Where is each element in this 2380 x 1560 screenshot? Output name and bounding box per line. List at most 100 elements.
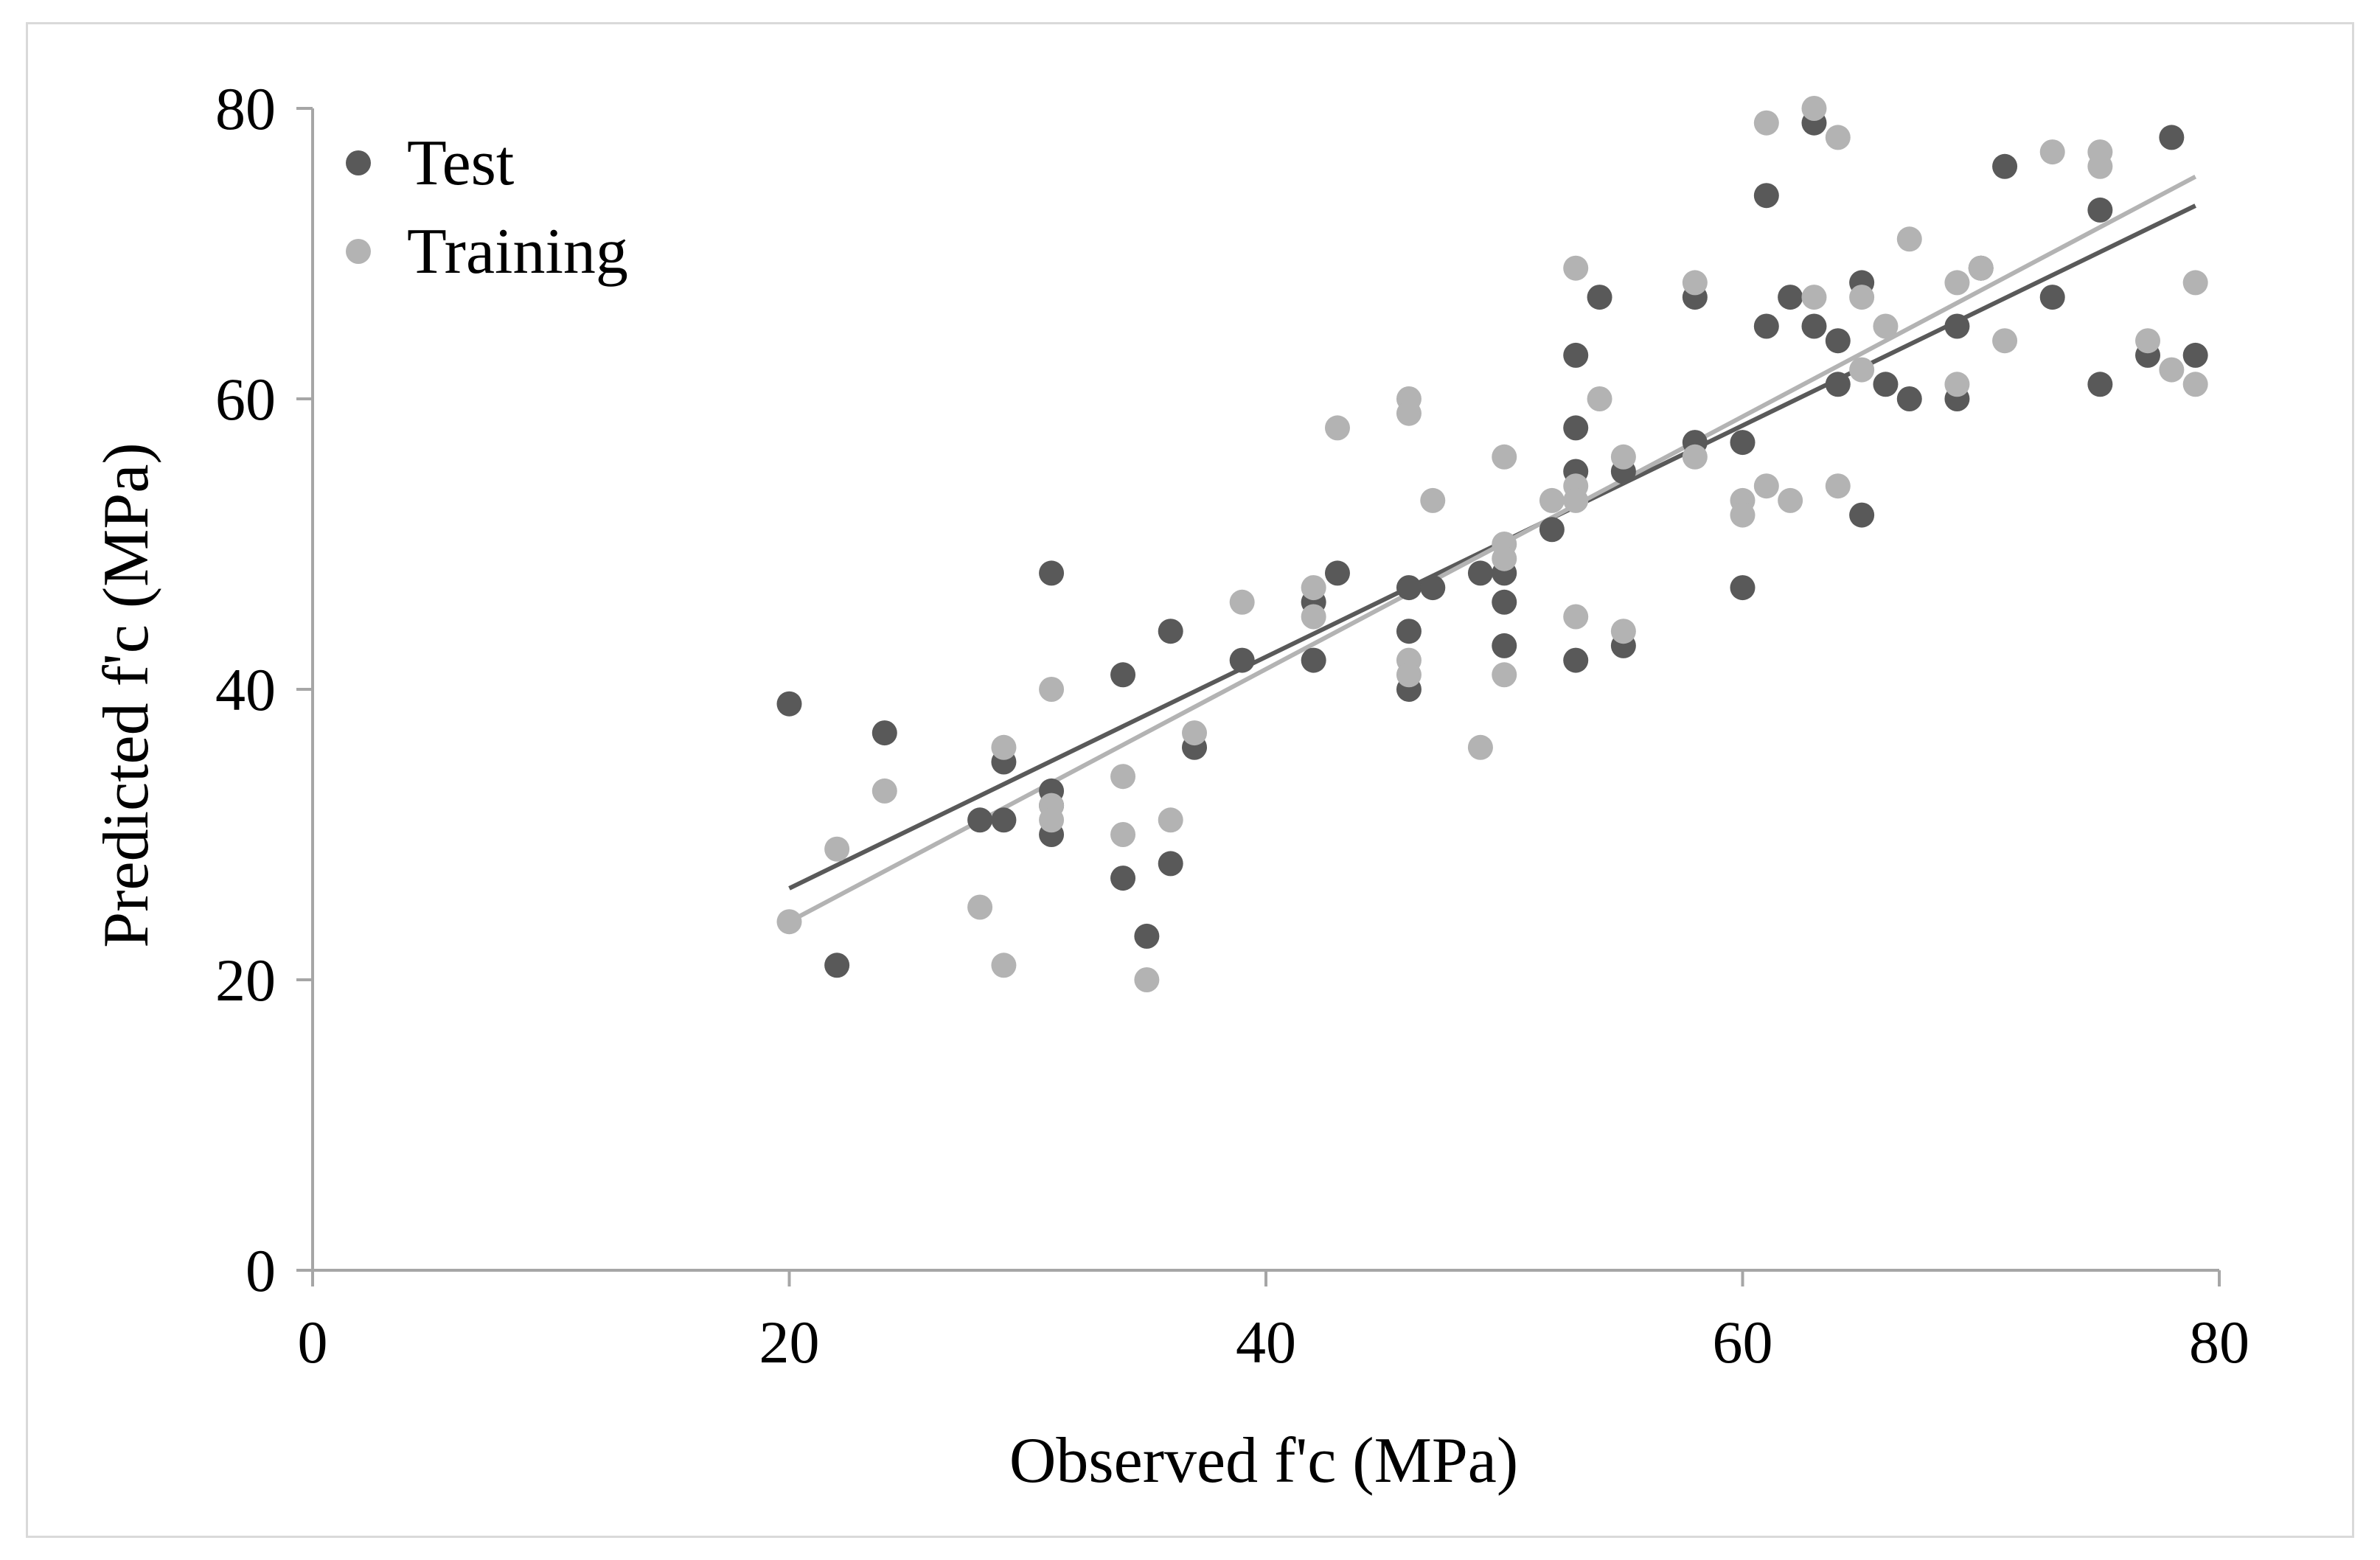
data-point-test (1563, 342, 1589, 368)
data-point-test (1896, 386, 1922, 411)
data-point-training (1849, 285, 1875, 310)
x-tick-label: 20 (759, 1309, 820, 1376)
data-point-test (2087, 372, 2113, 397)
y-tick-label: 20 (215, 947, 276, 1014)
data-point-training (1682, 444, 1708, 470)
data-point-test (1730, 575, 1756, 601)
data-point-test (967, 807, 993, 833)
x-axis-title: Observed f'c (MPa) (1009, 1425, 1518, 1497)
data-points (776, 96, 2208, 992)
x-tick-label: 0 (298, 1309, 328, 1376)
legend-label-training: Training (407, 216, 628, 288)
data-point-training (1182, 720, 1208, 746)
data-point-training (1873, 313, 1899, 339)
data-point-training (1110, 764, 1136, 790)
data-point-training (1539, 487, 1565, 513)
x-tick-label: 40 (1236, 1309, 1296, 1376)
data-point-test (1324, 560, 1350, 586)
y-axis-title: Predicted f'c (MPa) (91, 442, 162, 947)
data-point-test (1873, 372, 1899, 397)
data-point-training (1682, 270, 1708, 296)
data-point-training (1801, 285, 1827, 310)
data-point-training (2135, 328, 2161, 354)
data-point-test (1039, 560, 1065, 586)
data-point-test (776, 691, 802, 717)
data-point-test (1992, 153, 2018, 179)
data-point-training (1039, 677, 1065, 702)
data-point-training (2182, 270, 2208, 296)
data-point-training (2159, 357, 2185, 383)
x-tick-label: 80 (2189, 1309, 2249, 1376)
data-point-training (1587, 386, 1612, 411)
data-point-training (1563, 487, 1589, 513)
data-point-training (1158, 807, 1183, 833)
data-point-training (1992, 328, 2018, 354)
data-point-training (1492, 546, 1517, 571)
data-point-test (991, 807, 1017, 833)
data-point-test (1229, 647, 1255, 673)
data-point-test (1539, 517, 1565, 543)
data-point-training (1492, 444, 1517, 470)
data-point-training (1968, 255, 1994, 281)
data-point-training (1492, 662, 1517, 688)
data-point-test (1849, 502, 1875, 528)
data-point-test (1110, 866, 1136, 891)
data-point-test (1730, 430, 1756, 456)
data-point-training (871, 778, 897, 804)
data-point-training (1324, 415, 1350, 441)
data-point-test (1110, 662, 1136, 688)
data-point-training (1610, 619, 1636, 644)
data-point-training (1396, 400, 1422, 426)
data-point-test (1753, 313, 1779, 339)
series-training (776, 96, 2208, 992)
data-point-test (1944, 313, 1970, 339)
data-point-training (967, 894, 993, 920)
data-point-training (1944, 372, 1970, 397)
data-point-training (1563, 255, 1589, 281)
data-point-test (1396, 575, 1422, 601)
data-point-training (2182, 372, 2208, 397)
data-point-training (1467, 734, 1493, 760)
data-point-test (1563, 647, 1589, 673)
data-point-test (1587, 285, 1612, 310)
data-point-training (1134, 967, 1160, 992)
data-point-training (776, 909, 802, 935)
data-point-test (2159, 125, 2185, 150)
y-tick-label: 80 (215, 75, 276, 142)
legend-marker-test (346, 150, 371, 175)
data-point-training (1229, 589, 1255, 615)
data-point-training (824, 836, 850, 862)
data-point-test (1158, 619, 1183, 644)
data-point-test (1467, 560, 1493, 586)
data-point-test (1420, 575, 1446, 601)
data-point-test (1778, 285, 1803, 310)
data-point-training (1849, 357, 1875, 383)
trendline-training (788, 174, 2197, 924)
data-point-training (1825, 473, 1851, 499)
data-point-test (1301, 647, 1326, 673)
x-tick-label: 60 (1713, 1309, 1773, 1376)
data-point-training (1896, 226, 1922, 252)
data-point-test (1134, 923, 1160, 949)
data-point-training (991, 953, 1017, 978)
y-tick-label: 60 (215, 366, 276, 433)
data-point-training (2087, 153, 2113, 179)
data-point-training (1825, 125, 1851, 150)
data-point-training (1563, 604, 1589, 630)
data-point-training (1301, 604, 1326, 630)
data-point-training (1420, 487, 1446, 513)
data-point-test (2039, 285, 2065, 310)
data-point-test (2182, 342, 2208, 368)
legend: Test Training (346, 128, 628, 288)
data-point-training (1039, 807, 1065, 833)
data-point-training (1610, 444, 1636, 470)
data-point-training (1753, 473, 1779, 499)
data-point-training (2039, 139, 2065, 165)
data-point-training (1110, 822, 1136, 847)
y-tick-label: 40 (215, 656, 276, 723)
data-point-test (871, 720, 897, 746)
data-point-test (824, 953, 850, 978)
data-point-training (1778, 487, 1803, 513)
data-point-training (1944, 270, 1970, 296)
